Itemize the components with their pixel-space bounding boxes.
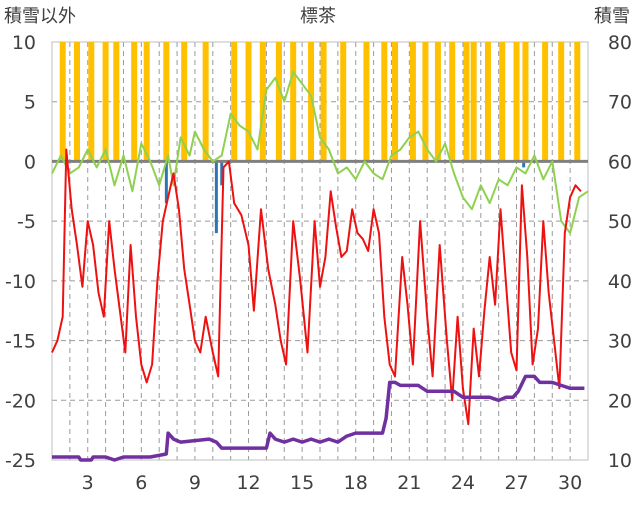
x-tick-label: 12 [236,472,260,494]
sunshine-bar [542,42,549,162]
left-tick-label: 10 [12,32,36,54]
x-tick-label: 15 [290,472,314,494]
precip-bar [214,161,218,234]
sunshine-bar [434,42,441,162]
sunshine-bar [381,42,388,162]
sunshine-bar [363,42,370,162]
sunshine-bar [422,42,429,162]
sunshine-bar [275,42,282,162]
left-tick-label: -10 [5,271,36,293]
x-tick-label: 30 [558,472,582,494]
x-tick-label: 21 [397,472,421,494]
sunshine-bar [102,42,109,162]
sunshine-bar [74,42,81,162]
left-tick-label: -25 [5,450,36,472]
sunshine-bar [259,42,266,162]
sunshine-bar [340,42,347,162]
plot-border [51,41,589,461]
sunshine-bar [463,42,470,162]
sunshine-bar [131,42,138,162]
precip-bar [220,161,224,186]
sunshine-bar [231,42,238,162]
sunshine-bar [308,42,315,162]
left-tick-label: 0 [24,151,36,173]
sunshine-bar [202,42,209,162]
left-tick-label: 5 [24,92,36,114]
chart-title: 標茶 [300,6,336,27]
x-tick-label: 18 [344,472,368,494]
temp-min-line [51,148,582,426]
sunshine-bar [320,42,327,162]
sunshine-bar [113,42,120,162]
snow-depth-line [52,374,585,462]
precip-bars [164,161,526,234]
sunshine-bar [163,42,170,162]
temp-max-line [51,70,589,235]
sunshine-bar [290,42,297,162]
precip-bar [522,161,526,168]
right-tick-label: 50 [608,211,632,233]
x-tick-label: 27 [504,472,528,494]
sunshine-bar [88,42,95,162]
sunshine-bar [245,42,252,162]
right-tick-label: 80 [608,32,632,54]
sunshine-bar [513,42,520,162]
sunshine-bar [499,42,506,162]
sunshine-bar [574,42,581,162]
right-tick-label: 60 [608,151,632,173]
series-lines [51,70,589,462]
right-tick-label: 40 [608,271,632,293]
sunshine-bar [409,42,416,162]
sunshine-bar [59,42,66,162]
right-tick-label: 10 [608,450,632,472]
right-tick-label: 70 [608,92,632,114]
left-tick-label: -5 [17,211,36,233]
left-tick-label: -20 [5,390,36,412]
right-tick-label: 20 [608,390,632,412]
sunshine-bar [143,42,150,162]
sunshine-bar [470,42,477,162]
sunshine-bar [522,42,529,162]
grid-lines [51,41,589,461]
left-axis-title: 積雪以外 [4,6,76,27]
sunshine-bars [59,42,581,162]
sunshine-bar [181,42,188,162]
left-tick-label: -15 [5,331,36,353]
right-axis-title: 積雪 [594,6,630,27]
right-tick-label: 30 [608,331,632,353]
x-tick-label: 6 [135,472,147,494]
sunshine-bar [558,42,565,162]
x-tick-label: 3 [82,472,94,494]
sunshine-bar [484,42,491,162]
x-tick-label: 9 [189,472,201,494]
sunshine-bar [392,42,399,162]
sunshine-bar [449,42,456,162]
precip-bar [164,161,168,204]
x-tick-label: 24 [451,472,475,494]
